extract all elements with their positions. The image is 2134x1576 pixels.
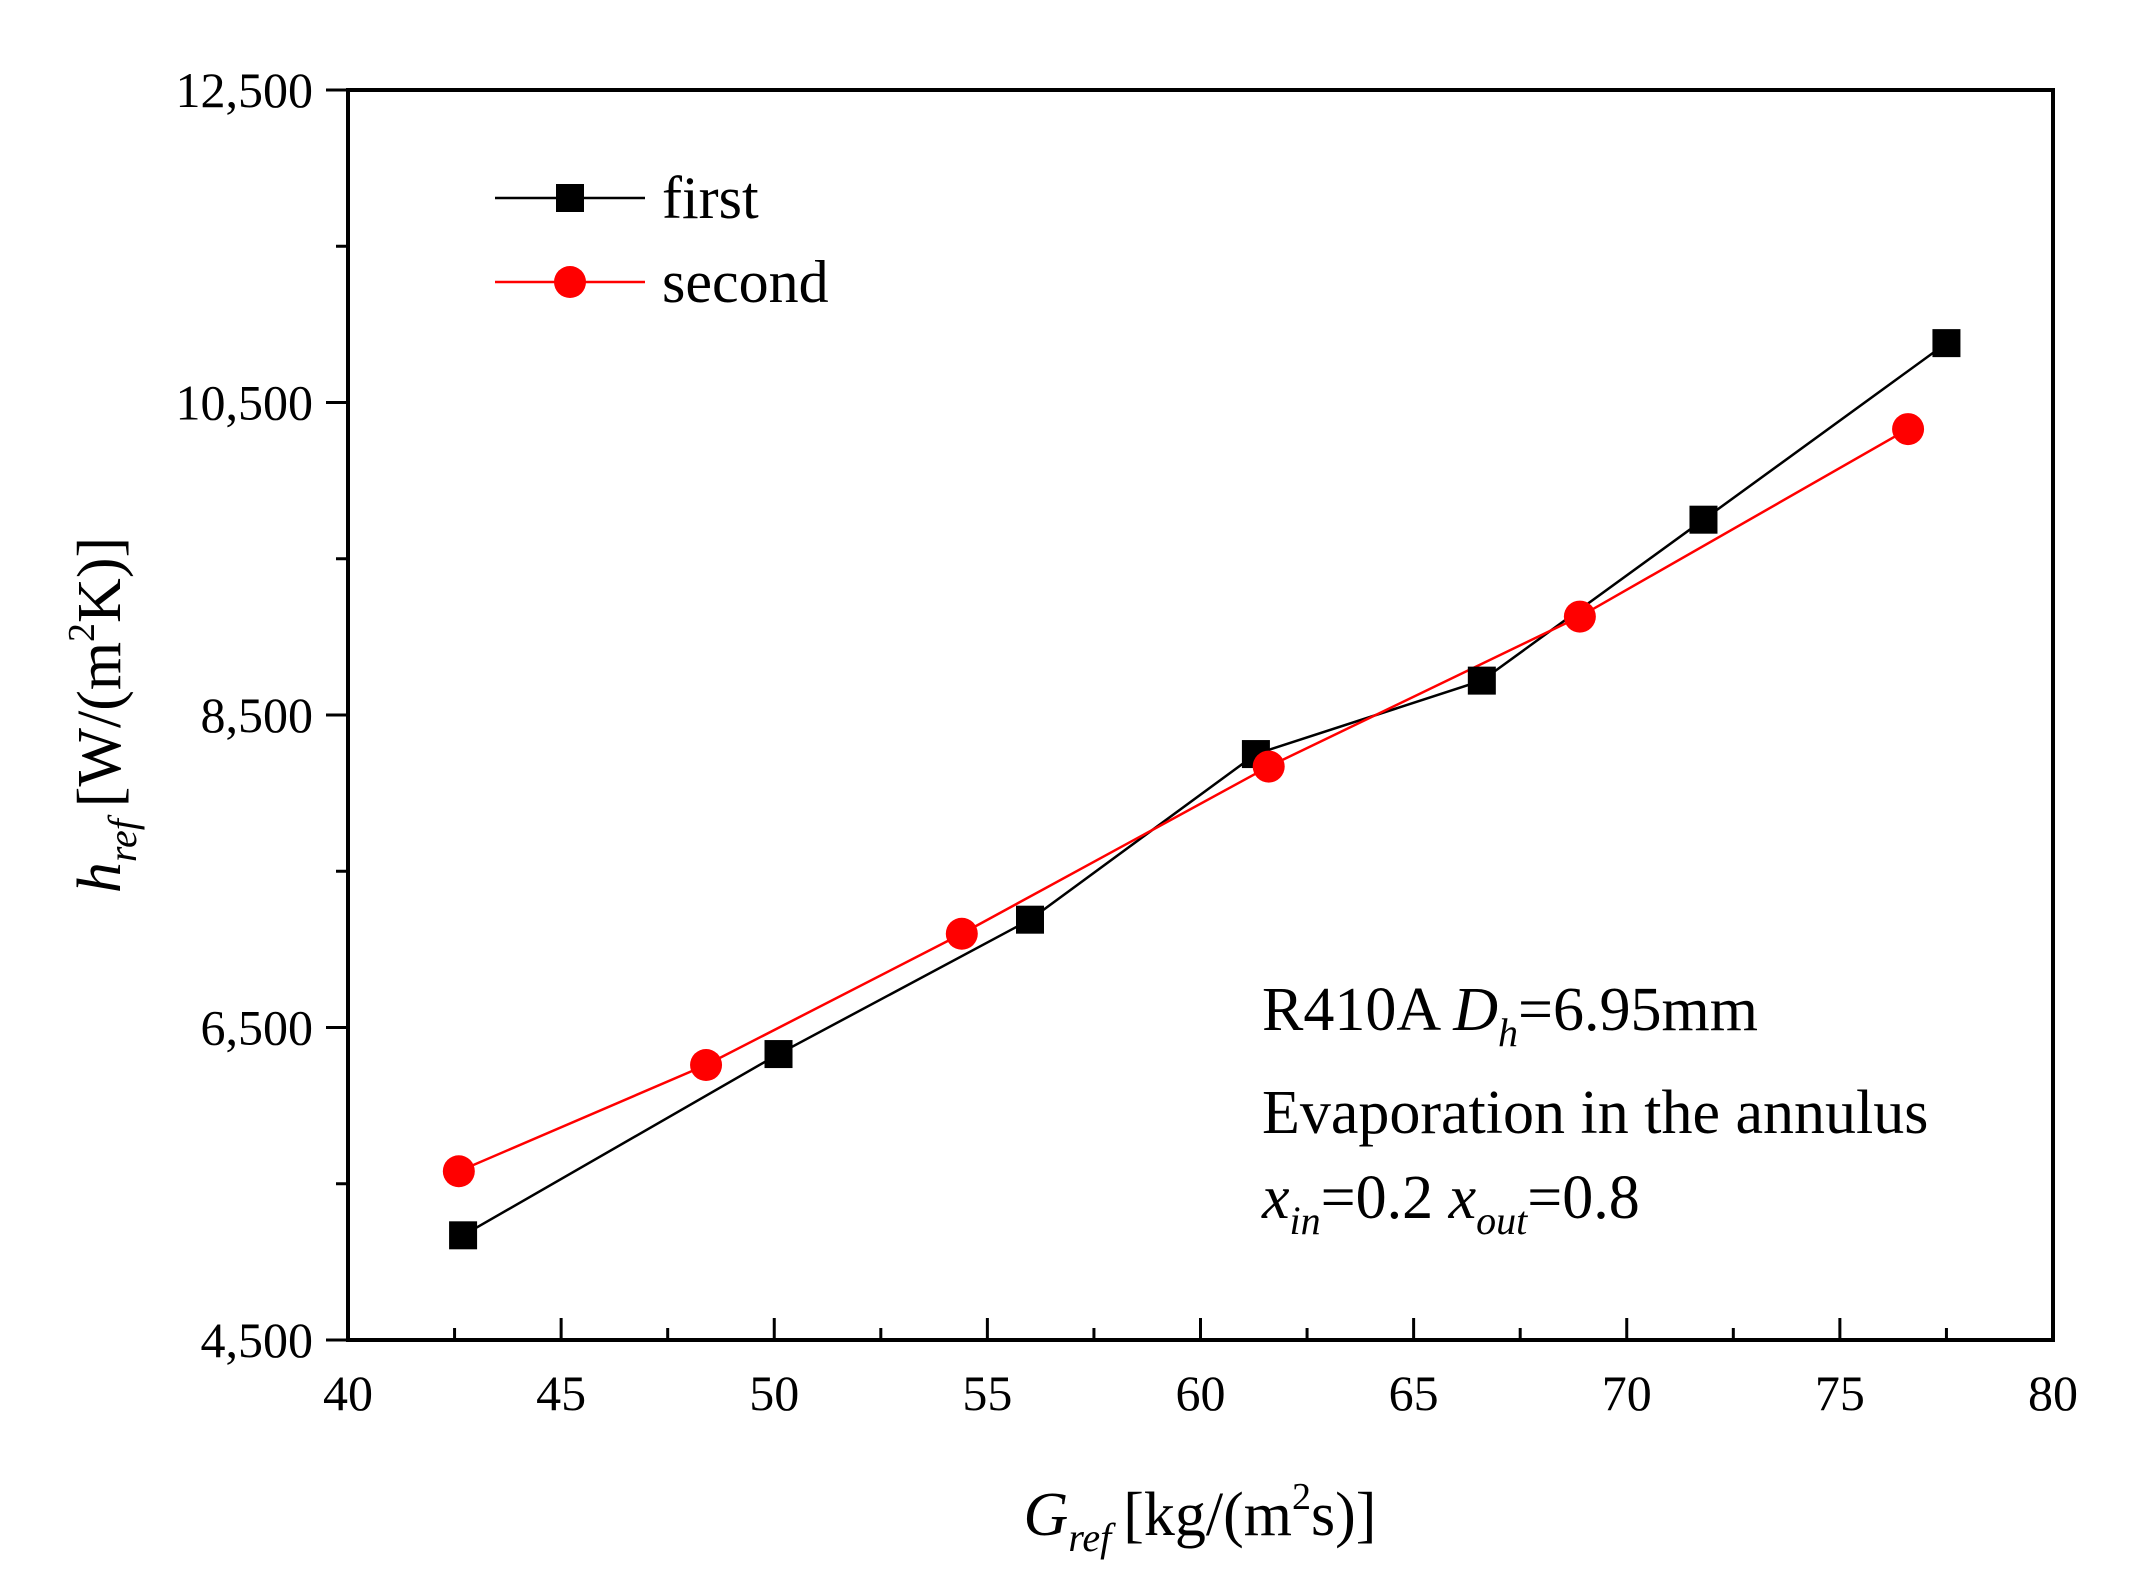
data-point-first <box>1689 505 1718 534</box>
data-point-first <box>1467 666 1496 695</box>
data-point-first <box>764 1040 793 1069</box>
annotation: R410A Dh=6.95mm Evaporation in the annul… <box>1261 976 1928 1243</box>
data-point-second <box>1563 600 1596 633</box>
x-tick-label: 60 <box>1176 1365 1226 1421</box>
y-axis-label: href[W/(m2K)] <box>61 537 145 893</box>
data-point-first <box>449 1221 478 1250</box>
legend-label-first: first <box>662 165 759 231</box>
tick-labels: 40 45 50 55 60 65 70 75 80 4,500 6,500 8,500 10,500 1… <box>176 62 2079 1421</box>
annotation-line-3: xin=0.2 xout=0.8 <box>1261 1164 1640 1243</box>
series-line-second <box>458 427 1909 1173</box>
data-point-first <box>1016 905 1044 934</box>
y-tick-label: 10,500 <box>176 375 314 431</box>
annotation-line-2: Evaporation in the annulus <box>1262 1079 1928 1147</box>
legend-marker-second <box>554 266 586 298</box>
data-point-first <box>1932 329 1961 358</box>
y-tick-label: 8,500 <box>201 687 314 743</box>
data-point-second <box>442 1155 475 1188</box>
x-tick-label: 55 <box>962 1365 1012 1421</box>
x-tick-label: 80 <box>2028 1365 2078 1421</box>
series-markers <box>442 329 1961 1250</box>
x-tick-label: 75 <box>1815 1365 1865 1421</box>
y-tick-label: 6,500 <box>201 1000 314 1056</box>
legend-label-second: second <box>662 249 829 315</box>
annotation-line-1: R410A Dh=6.95mm <box>1262 976 1758 1055</box>
x-tick-label: 70 <box>1602 1365 1652 1421</box>
data-point-second <box>1892 413 1925 446</box>
x-tick-label: 40 <box>323 1365 373 1421</box>
data-point-second <box>1252 750 1285 783</box>
plot-frame <box>346 88 2055 1342</box>
data-point-second <box>945 917 978 950</box>
x-tick-label: 50 <box>749 1365 799 1421</box>
legend-marker-first <box>556 184 584 212</box>
x-axis-label: Gref [kg/(m2s)] <box>1024 1476 1377 1560</box>
legend: first second <box>495 165 829 315</box>
data-point-second <box>690 1049 723 1081</box>
x-tick-label: 65 <box>1389 1365 1439 1421</box>
y-tick-label: 4,500 <box>201 1312 314 1368</box>
x-tick-label: 45 <box>536 1365 586 1421</box>
y-tick-label: 12,500 <box>176 62 314 118</box>
minor-ticks <box>336 244 1948 1340</box>
